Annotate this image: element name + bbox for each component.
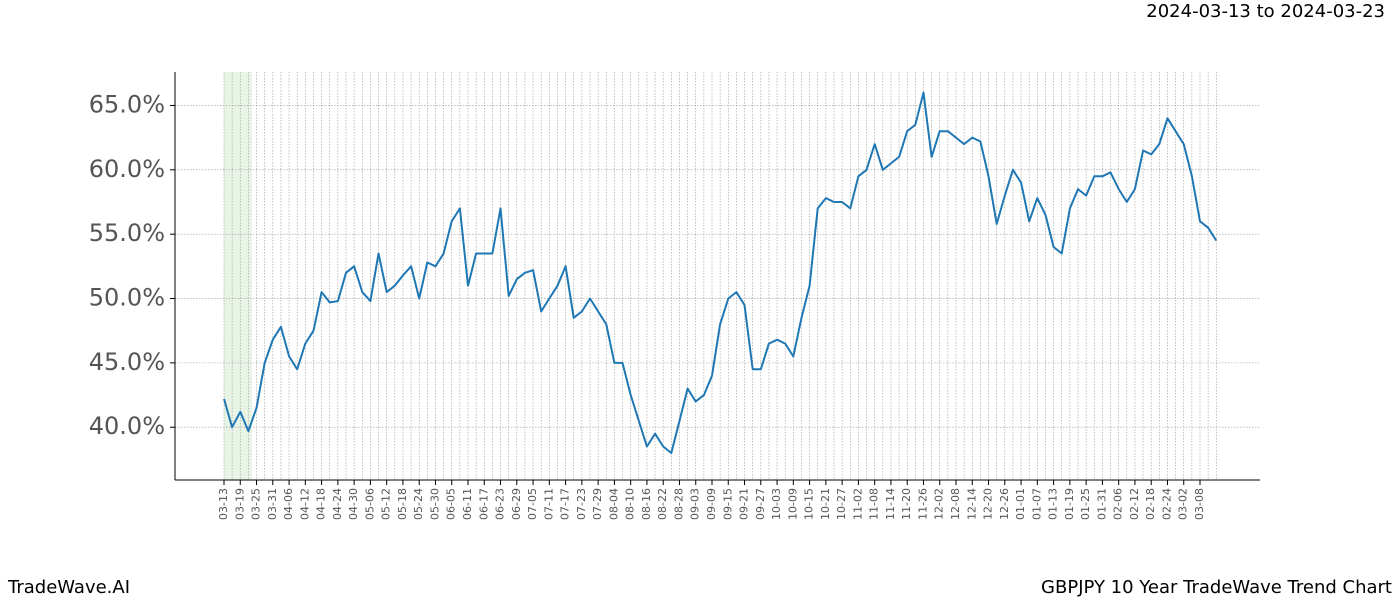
x-tick-label: 06-23 (494, 488, 507, 520)
x-tick-label: 09-09 (705, 488, 718, 520)
x-tick-label: 01-19 (1063, 488, 1076, 520)
y-tick-label: 45.0% (89, 348, 165, 376)
x-tick-label: 10-15 (803, 488, 816, 520)
x-tick-label: 07-29 (591, 488, 604, 520)
x-tick-label: 01-31 (1095, 488, 1108, 520)
x-tick-label: 04-30 (347, 488, 360, 520)
x-tick-label: 09-03 (689, 488, 702, 520)
x-tick-label: 01-01 (1014, 488, 1027, 520)
x-tick-label: 08-28 (672, 488, 685, 520)
y-tick-label: 60.0% (89, 155, 165, 183)
x-tick-label: 10-21 (819, 488, 832, 520)
x-tick-label: 05-06 (363, 488, 376, 520)
x-tick-label: 12-08 (949, 488, 962, 520)
x-tick-label: 10-09 (786, 488, 799, 520)
y-tick-label: 40.0% (89, 412, 165, 440)
date-range: 2024-03-13 to 2024-03-23 (1146, 1, 1385, 22)
x-tick-label: 12-14 (965, 488, 978, 520)
x-tick-label: 08-04 (607, 488, 620, 520)
x-tick-label: 11-14 (884, 488, 897, 520)
plot: 40.0% 45.0% 50.0% 55.0% 60.0% 65.0% 03-13 03-19… (89, 72, 1260, 520)
x-tick-label: 04-12 (298, 488, 311, 520)
highlight-span (224, 72, 252, 480)
x-tick-label: 02-06 (1112, 488, 1125, 520)
x-tick-label: 04-18 (315, 488, 328, 520)
x-tick-label: 02-12 (1128, 488, 1141, 520)
x-tick-label: 11-20 (900, 488, 913, 520)
x-tick-label: 07-23 (575, 488, 588, 520)
x-tick-label: 03-02 (1177, 488, 1190, 520)
x-tick-label: 03-19 (233, 488, 246, 520)
x-tick-label: 06-05 (445, 488, 458, 520)
x-tick-label: 09-15 (721, 488, 734, 520)
x-tick-label: 11-26 (916, 488, 929, 520)
x-tick-label: 08-16 (640, 488, 653, 520)
x-tick-label: 02-24 (1160, 488, 1173, 520)
trend-line (223, 91, 1218, 454)
x-tick-label: 05-24 (412, 488, 425, 520)
x-tick-label: 09-27 (754, 488, 767, 520)
x-tick-label: 10-03 (770, 488, 783, 520)
x-tick-label: 07-11 (542, 488, 555, 520)
x-tick-label: 05-18 (396, 488, 409, 520)
x-tick-label: 04-24 (331, 488, 344, 520)
y-tick-label: 55.0% (89, 219, 165, 247)
x-tick-label: 03-13 (217, 488, 230, 520)
chart-title: GBPJPY 10 Year TradeWave Trend Chart (1041, 577, 1392, 598)
x-tick-label: 04-06 (282, 488, 295, 520)
x-tick-label: 07-05 (526, 488, 539, 520)
x-tick-label: 03-08 (1193, 488, 1206, 520)
x-tick-label: 05-30 (428, 488, 441, 520)
x-tick-label: 12-20 (982, 488, 995, 520)
x-tick-label: 12-26 (998, 488, 1011, 520)
x-tick-label: 09-21 (738, 488, 751, 520)
x-tick-label: 06-29 (510, 488, 523, 520)
x-tick-label: 05-12 (380, 488, 393, 520)
x-tick-label: 10-27 (835, 488, 848, 520)
x-tick-label: 06-11 (461, 488, 474, 520)
x-tick-label: 08-22 (656, 488, 669, 520)
x-tick-label: 03-25 (250, 488, 263, 520)
x-tick-label: 11-02 (851, 488, 864, 520)
x-tick-label: 08-10 (624, 488, 637, 520)
x-tick-label: 07-17 (559, 488, 572, 520)
x-tick-label: 12-02 (933, 488, 946, 520)
x-tick-label: 03-31 (266, 488, 279, 520)
brand: TradeWave.AI (7, 577, 130, 598)
x-tick-label: 11-08 (868, 488, 881, 520)
x-tick-label: 02-18 (1144, 488, 1157, 520)
y-tick-label: 65.0% (89, 90, 165, 118)
x-tick-label: 01-07 (1030, 488, 1043, 520)
x-tick-label: 01-13 (1047, 488, 1060, 520)
x-tick-label: 06-17 (477, 488, 490, 520)
x-tick-label: 01-25 (1079, 488, 1092, 520)
y-tick-label: 50.0% (89, 284, 165, 312)
